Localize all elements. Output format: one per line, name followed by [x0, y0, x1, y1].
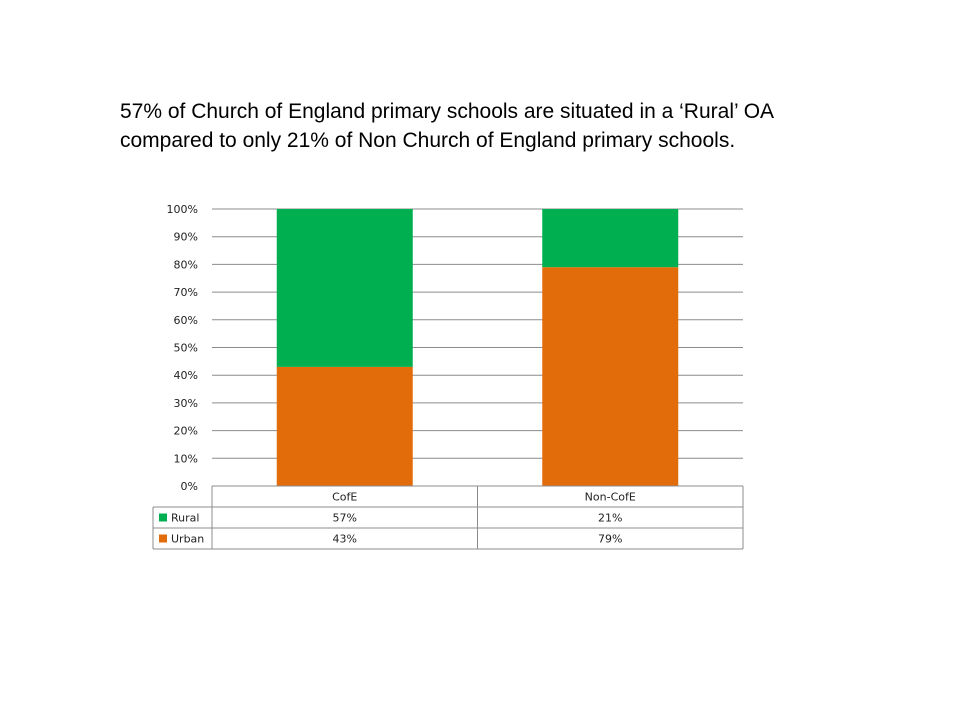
y-tick-label: 100%: [167, 203, 198, 216]
y-tick-label: 30%: [174, 397, 198, 410]
y-tick-label: 70%: [174, 286, 198, 299]
data-value-label: 21%: [598, 512, 622, 525]
y-tick-label: 40%: [174, 369, 198, 382]
data-value-label: 43%: [333, 533, 357, 546]
data-value-label: 79%: [598, 533, 622, 546]
category-label: CofE: [332, 491, 357, 504]
legend-swatch-urban: [159, 534, 167, 543]
bar-rural-non-cofe: [542, 209, 679, 268]
bar-urban-cofe: [276, 366, 413, 486]
y-tick-label: 0%: [181, 480, 198, 493]
bars: [276, 209, 679, 486]
y-tick-label: 90%: [174, 231, 198, 244]
bar-rural-cofe: [276, 209, 413, 367]
y-tick-label: 80%: [174, 258, 198, 271]
category-label: Non-CofE: [585, 491, 636, 504]
data-value-label: 57%: [333, 512, 357, 525]
legend-label-rural: Rural: [171, 512, 199, 525]
y-tick-label: 20%: [174, 425, 198, 438]
y-axis-tick-labels: 0% 10% 20% 30% 40% 50% 60% 70% 80% 90% 100%: [167, 203, 198, 493]
y-tick-label: 60%: [174, 314, 198, 327]
legend-label-urban: Urban: [171, 533, 204, 546]
bar-urban-non-cofe: [542, 267, 679, 486]
legend-swatch-rural: [159, 513, 167, 522]
y-tick-label: 10%: [174, 452, 198, 465]
y-tick-label: 50%: [174, 342, 198, 355]
data-table: CofE Non-CofE Rural 57% 21% Urban 43% 79%: [152, 485, 744, 550]
slide-headline: 57% of Church of England primary schools…: [120, 100, 773, 152]
